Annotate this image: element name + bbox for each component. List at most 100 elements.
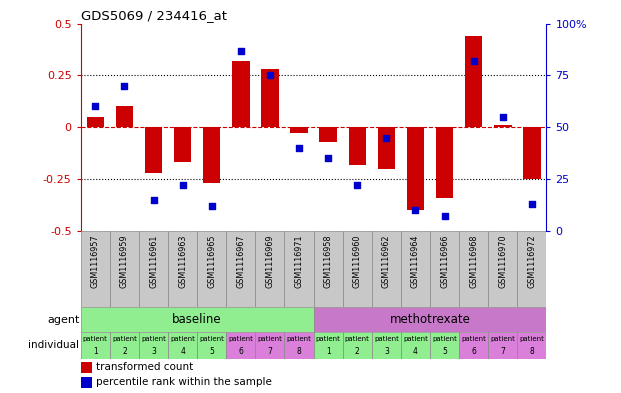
Bar <box>81 332 110 359</box>
Point <box>207 203 217 209</box>
Text: transformed count: transformed count <box>96 362 193 373</box>
Bar <box>139 231 168 307</box>
Text: patient: patient <box>491 336 515 342</box>
Point <box>498 114 508 120</box>
Text: 4: 4 <box>180 347 185 356</box>
Text: percentile rank within the sample: percentile rank within the sample <box>96 377 271 387</box>
Bar <box>378 127 395 169</box>
Bar <box>226 332 255 359</box>
Point <box>352 182 362 188</box>
Bar <box>226 231 255 307</box>
Text: baseline: baseline <box>173 313 222 326</box>
Bar <box>255 231 284 307</box>
Text: GSM1116965: GSM1116965 <box>207 235 216 288</box>
Text: GSM1116967: GSM1116967 <box>237 235 245 288</box>
Bar <box>81 377 93 387</box>
Bar <box>372 231 401 307</box>
Bar <box>488 332 517 359</box>
Bar <box>372 332 401 359</box>
Bar <box>430 332 459 359</box>
Bar <box>290 127 308 134</box>
Bar <box>517 231 546 307</box>
Bar <box>494 125 512 127</box>
Text: 3: 3 <box>384 347 389 356</box>
Point <box>265 72 275 79</box>
Text: 6: 6 <box>238 347 243 356</box>
Text: 1: 1 <box>326 347 330 356</box>
Point <box>323 155 333 162</box>
Text: 8: 8 <box>530 347 534 356</box>
Text: individual: individual <box>29 340 79 351</box>
Text: patient: patient <box>199 336 224 342</box>
Point <box>410 207 420 213</box>
Bar <box>348 127 366 165</box>
Bar <box>197 332 226 359</box>
Text: GSM1116962: GSM1116962 <box>382 235 391 288</box>
Text: patient: patient <box>83 336 107 342</box>
Bar <box>314 307 546 332</box>
Bar <box>145 127 162 173</box>
Bar <box>459 231 488 307</box>
Text: patient: patient <box>520 336 545 342</box>
Text: GSM1116969: GSM1116969 <box>265 235 274 288</box>
Bar <box>314 231 343 307</box>
Text: GSM1116960: GSM1116960 <box>353 235 362 288</box>
Bar <box>430 231 459 307</box>
Bar <box>284 231 314 307</box>
Bar <box>232 61 250 127</box>
Text: 7: 7 <box>501 347 505 356</box>
Point <box>119 83 129 89</box>
Text: 5: 5 <box>442 347 447 356</box>
Bar <box>203 127 220 183</box>
Text: 4: 4 <box>413 347 418 356</box>
Bar <box>197 231 226 307</box>
Bar <box>407 127 424 210</box>
Bar <box>343 231 372 307</box>
Text: GSM1116958: GSM1116958 <box>324 235 333 288</box>
Text: 2: 2 <box>355 347 360 356</box>
Bar <box>401 332 430 359</box>
Text: 5: 5 <box>209 347 214 356</box>
Bar <box>314 332 343 359</box>
Text: patient: patient <box>315 336 340 342</box>
Bar <box>517 332 546 359</box>
Bar <box>81 307 314 332</box>
Bar <box>168 332 197 359</box>
Text: patient: patient <box>287 336 312 342</box>
Text: patient: patient <box>403 336 428 342</box>
Text: GSM1116963: GSM1116963 <box>178 235 187 288</box>
Point <box>440 213 450 220</box>
Text: methotrexate: methotrexate <box>389 313 471 326</box>
Text: GSM1116964: GSM1116964 <box>411 235 420 288</box>
Text: 1: 1 <box>93 347 97 356</box>
Text: 6: 6 <box>471 347 476 356</box>
Bar <box>255 332 284 359</box>
Bar <box>523 127 541 179</box>
Bar <box>110 231 139 307</box>
Text: GSM1116966: GSM1116966 <box>440 235 449 288</box>
Bar <box>174 127 191 162</box>
Bar <box>488 231 517 307</box>
Text: agent: agent <box>47 314 79 325</box>
Point <box>236 48 246 54</box>
Point <box>469 58 479 64</box>
Bar <box>465 36 483 127</box>
Bar <box>459 332 488 359</box>
Bar <box>139 332 168 359</box>
Bar <box>343 332 372 359</box>
Text: patient: patient <box>258 336 283 342</box>
Point <box>148 196 158 203</box>
Bar <box>81 231 110 307</box>
Text: patient: patient <box>112 336 137 342</box>
Text: 3: 3 <box>151 347 156 356</box>
Text: 7: 7 <box>268 347 273 356</box>
Text: 2: 2 <box>122 347 127 356</box>
Text: GDS5069 / 234416_at: GDS5069 / 234416_at <box>81 9 227 22</box>
Text: patient: patient <box>432 336 457 342</box>
Bar <box>86 117 104 127</box>
Bar <box>168 231 197 307</box>
Text: patient: patient <box>461 336 486 342</box>
Text: GSM1116971: GSM1116971 <box>294 235 304 288</box>
Point <box>381 134 391 141</box>
Point <box>178 182 188 188</box>
